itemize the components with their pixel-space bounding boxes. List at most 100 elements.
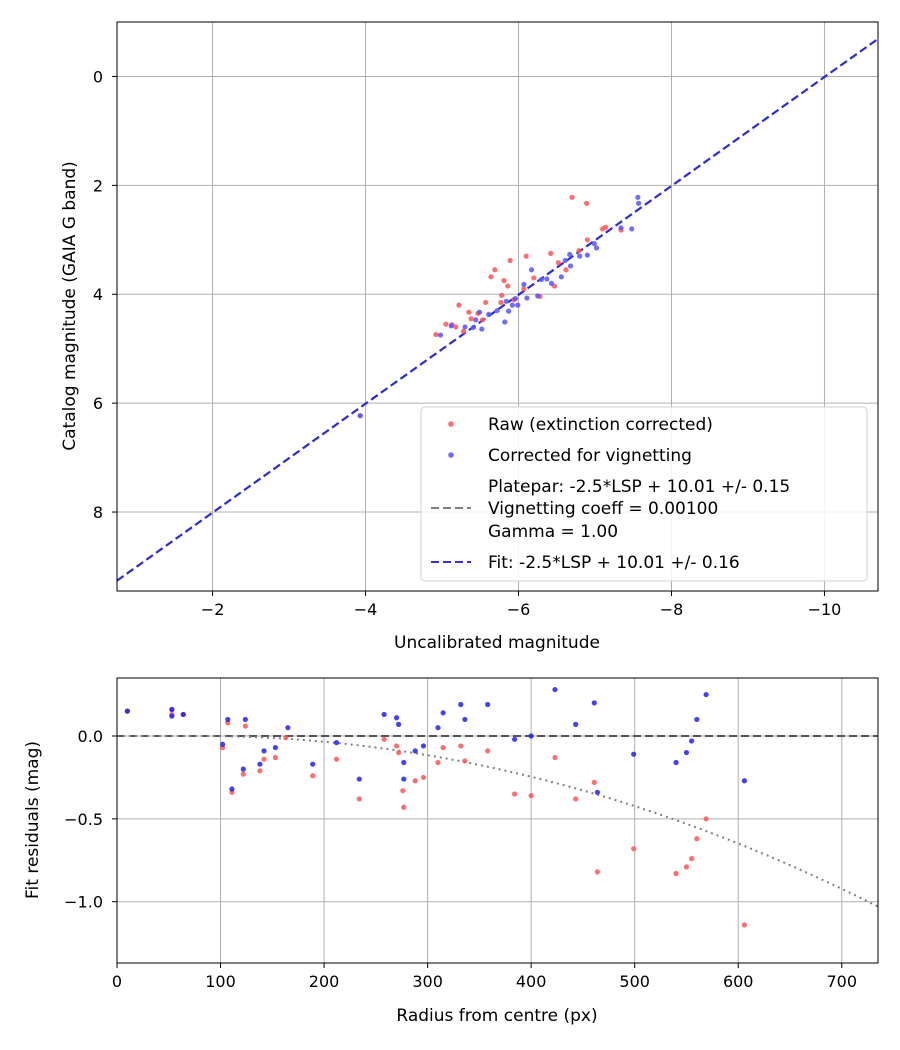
corrected-residual-point bbox=[240, 766, 246, 772]
corrected-point bbox=[503, 298, 509, 304]
raw-point bbox=[521, 286, 527, 292]
corrected-point bbox=[473, 317, 479, 323]
corrected-point bbox=[635, 194, 641, 200]
raw-point bbox=[576, 248, 582, 254]
top-y-tick-label: 2 bbox=[93, 176, 103, 195]
raw-point bbox=[531, 275, 537, 281]
raw-residual-point bbox=[310, 773, 316, 779]
raw-residual-point bbox=[333, 756, 340, 762]
corrected-point bbox=[548, 280, 555, 286]
raw-point bbox=[523, 253, 529, 259]
raw-point bbox=[548, 250, 554, 257]
corrected-residual-point bbox=[257, 761, 263, 767]
legend-label: Platepar: -2.5*LSP + 10.01 +/- 0.15 bbox=[488, 477, 790, 497]
corrected-point bbox=[558, 274, 564, 280]
top-ticks: −2 −4 −6 −8 −10 0 2 4 6 8 bbox=[93, 67, 842, 619]
corrected-point bbox=[577, 253, 583, 259]
corrected-residual-point bbox=[225, 716, 231, 723]
raw-point bbox=[555, 260, 561, 266]
corrected-point bbox=[357, 413, 363, 419]
raw-point bbox=[456, 302, 462, 308]
corrected-point bbox=[512, 296, 519, 302]
corrected-point bbox=[505, 308, 512, 314]
raw-point bbox=[483, 299, 489, 306]
raw-residual-point bbox=[462, 758, 468, 764]
corrected-residual-point bbox=[356, 776, 362, 782]
raw-point bbox=[433, 331, 439, 338]
raw-residual-point bbox=[356, 796, 362, 802]
raw-residual-point bbox=[673, 870, 679, 877]
bottom-reference-lines bbox=[117, 734, 879, 908]
top-y-tick-label: 0 bbox=[93, 67, 103, 86]
top-x-tick-label: −4 bbox=[354, 600, 378, 619]
raw-point bbox=[453, 324, 459, 330]
corrected-residual-point bbox=[573, 721, 579, 727]
corrected-residual-point bbox=[420, 743, 427, 749]
raw-residual-point bbox=[741, 922, 748, 928]
corrected-point bbox=[562, 257, 568, 264]
legend-label: Vignetting coeff = 0.00100 bbox=[488, 499, 718, 519]
raw-residual-point bbox=[594, 869, 601, 875]
raw-residual-point bbox=[689, 856, 695, 862]
raw-residual-point bbox=[412, 778, 418, 784]
raw-residual-point bbox=[381, 736, 387, 742]
corrected-residual-point bbox=[310, 761, 316, 767]
raw-point bbox=[468, 316, 474, 322]
corrected-point bbox=[515, 302, 521, 308]
raw-point bbox=[563, 267, 569, 273]
bottom-y-tick-label: −1.0 bbox=[64, 893, 103, 912]
corrected-point bbox=[502, 319, 508, 325]
bottom-x-tick-label: 100 bbox=[205, 972, 236, 991]
raw-point bbox=[505, 283, 511, 289]
raw-residual-point bbox=[393, 743, 400, 749]
raw-residual-point bbox=[552, 754, 558, 761]
corrected-residual-point bbox=[229, 786, 235, 792]
raw-point bbox=[488, 274, 494, 280]
corrected-residual-point bbox=[511, 736, 518, 742]
corrected-residual-point bbox=[285, 725, 291, 731]
corrected-point bbox=[470, 324, 477, 331]
corrected-residual-point bbox=[703, 691, 709, 698]
legend-marker bbox=[448, 421, 454, 427]
corrected-point bbox=[509, 302, 516, 308]
bottom-ticks: 0 100 200 300 400 500 600 700 0.0 −0.5 −1.0 bbox=[64, 727, 857, 991]
raw-residual-point bbox=[401, 804, 407, 810]
corrected-residual-point bbox=[169, 706, 175, 713]
raw-residual-point bbox=[240, 771, 246, 777]
legend-label: Fit: -2.5*LSP + 10.01 +/- 0.16 bbox=[488, 553, 740, 573]
corrected-point bbox=[591, 241, 597, 247]
bottom-x-tick-label: 300 bbox=[412, 972, 443, 991]
top-y-tick-label: 4 bbox=[93, 285, 103, 304]
corrected-residual-point bbox=[393, 715, 400, 721]
raw-residual-point bbox=[435, 759, 441, 766]
corrected-residual-point bbox=[440, 710, 446, 716]
corrected-residual-point bbox=[683, 749, 690, 756]
raw-point bbox=[460, 328, 467, 334]
corrected-residual-point bbox=[396, 721, 402, 727]
bottom-plot-background bbox=[117, 678, 878, 963]
raw-point bbox=[507, 257, 513, 264]
raw-residual-point bbox=[400, 788, 406, 794]
bottom-x-tick-label: 600 bbox=[723, 972, 754, 991]
corrected-point bbox=[535, 293, 541, 299]
bottom-x-tick-label: 0 bbox=[112, 972, 122, 991]
corrected-point bbox=[486, 311, 492, 317]
corrected-residual-point bbox=[381, 711, 387, 718]
corrected-residual-point bbox=[462, 716, 468, 723]
raw-residual-point bbox=[272, 754, 279, 761]
corrected-point bbox=[544, 276, 550, 282]
bottom-scatter-points bbox=[124, 686, 748, 928]
bottom-y-tick-label: 0.0 bbox=[78, 727, 103, 746]
top-legend: Raw (extinction corrected) Corrected for … bbox=[420, 406, 868, 582]
raw-residual-point bbox=[485, 748, 491, 754]
corrected-residual-point bbox=[169, 713, 175, 719]
top-x-tick-label: −10 bbox=[808, 600, 842, 619]
top-y-tick-label: 6 bbox=[93, 394, 103, 413]
legend-box bbox=[420, 406, 868, 582]
bottom-y-axis-label: Fit residuals (mag) bbox=[23, 741, 43, 899]
top-plot-frame bbox=[116, 21, 879, 592]
corrected-residual-point bbox=[333, 740, 340, 746]
raw-residual-point bbox=[283, 735, 289, 741]
corrected-residual-point bbox=[631, 751, 637, 757]
